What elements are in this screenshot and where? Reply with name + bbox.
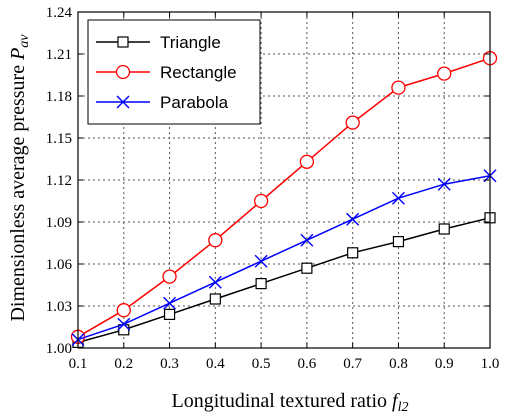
data-point-parabola bbox=[254, 254, 268, 268]
data-point-triangle bbox=[209, 293, 221, 305]
x-tick-label: 1.0 bbox=[481, 356, 500, 372]
y-tick-label: 1.24 bbox=[46, 5, 73, 21]
y-tick-label: 1.00 bbox=[46, 341, 72, 357]
legend-label-triangle: Triangle bbox=[160, 33, 221, 52]
y-tick-label: 1.12 bbox=[46, 173, 72, 189]
data-point-rectangle bbox=[391, 80, 406, 95]
data-point-rectangle bbox=[208, 233, 223, 248]
y-axis-subscript: av bbox=[17, 34, 32, 48]
data-point-rectangle bbox=[116, 303, 131, 318]
legend: Triangle Rectangle Parabola bbox=[87, 19, 261, 125]
x-tick-label: 0.4 bbox=[206, 356, 225, 372]
data-point-rectangle bbox=[299, 154, 315, 169]
data-point-triangle bbox=[301, 262, 313, 274]
y-tick-label: 1.18 bbox=[46, 89, 72, 105]
data-point-parabola bbox=[346, 212, 360, 226]
x-axis-subscript: l2 bbox=[398, 400, 409, 415]
marker-stroke bbox=[117, 317, 131, 331]
data-point-parabola bbox=[437, 177, 451, 191]
x-tick-label: 0.1 bbox=[69, 356, 88, 372]
x-tick-label: 0.8 bbox=[389, 356, 408, 372]
marker-stroke bbox=[391, 191, 405, 205]
x-tick-label: 0.9 bbox=[435, 356, 454, 372]
marker-stroke bbox=[208, 275, 222, 289]
data-point-rectangle bbox=[345, 115, 360, 130]
y-tick-label: 1.15 bbox=[46, 131, 72, 147]
data-point-parabola bbox=[163, 296, 177, 310]
legend-label-parabola: Parabola bbox=[160, 93, 229, 112]
series-parabola bbox=[71, 169, 497, 347]
marker-stroke bbox=[300, 233, 314, 247]
marker-stroke bbox=[346, 212, 360, 226]
x-tick-label: 0.5 bbox=[252, 356, 271, 372]
x-axis-symbol: f bbox=[392, 390, 400, 412]
marker-stroke bbox=[437, 177, 451, 191]
legend-marker-parabola bbox=[116, 95, 130, 109]
data-point-rectangle bbox=[437, 66, 452, 81]
y-tick-label: 1.03 bbox=[46, 299, 72, 315]
data-point-triangle bbox=[163, 308, 176, 320]
marker-stroke bbox=[254, 254, 268, 268]
series-line-parabola bbox=[77, 175, 491, 341]
data-point-triangle bbox=[392, 236, 405, 248]
series-rectangle bbox=[70, 51, 498, 344]
data-point-parabola bbox=[208, 275, 222, 289]
marker-stroke bbox=[116, 95, 130, 109]
data-point-parabola bbox=[300, 233, 314, 247]
series-line-rectangle bbox=[77, 57, 491, 338]
y-tick-label: 1.09 bbox=[46, 215, 72, 231]
grid-lines bbox=[78, 12, 490, 348]
y-axis-label: Dimensionless average pressure Pav bbox=[7, 34, 32, 322]
legend-label-rectangle: Rectangle bbox=[160, 63, 237, 82]
data-point-parabola bbox=[117, 317, 131, 331]
data-point-triangle bbox=[347, 247, 359, 259]
x-tick-label: 0.6 bbox=[298, 356, 317, 372]
series-layer bbox=[70, 51, 498, 348]
legend-marker-triangle bbox=[117, 36, 129, 48]
x-tick-label: 0.2 bbox=[114, 356, 133, 372]
x-axis-label: Longitudinal textured ratio fl2 bbox=[172, 390, 409, 415]
marker-stroke bbox=[163, 296, 177, 310]
data-point-parabola bbox=[391, 191, 405, 205]
data-point-triangle bbox=[438, 223, 450, 235]
axes: 0.1 0.2 0.3 0.4 0.5 0.6 0.7 0.8 0.9 1.0 1.00 1.03 1.… bbox=[46, 5, 500, 372]
legend-marker-rectangle bbox=[115, 64, 131, 80]
y-axis-symbol: P bbox=[7, 48, 29, 61]
y-tick-label: 1.21 bbox=[46, 47, 72, 63]
series-line-triangle bbox=[77, 217, 491, 344]
data-point-rectangle bbox=[253, 193, 269, 209]
x-tick-label: 0.7 bbox=[343, 356, 362, 372]
y-tick-label: 1.06 bbox=[46, 257, 73, 273]
series-triangle bbox=[72, 212, 496, 348]
x-tick-label: 0.3 bbox=[160, 356, 179, 372]
data-point-triangle bbox=[118, 324, 130, 336]
data-point-rectangle bbox=[162, 269, 177, 284]
data-point-triangle bbox=[255, 278, 267, 290]
